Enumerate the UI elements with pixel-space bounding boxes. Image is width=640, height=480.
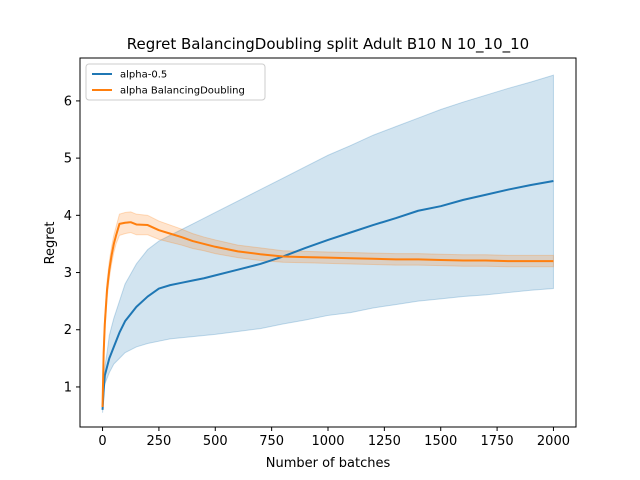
- y-tick-label: 1: [64, 380, 72, 395]
- series-line-alpha-0-5: [101, 180, 554, 410]
- y-tick-label: 2: [64, 323, 72, 338]
- confidence-band-alpha-balancingdoubling: [102, 211, 554, 410]
- legend-label-alpha-balancingdoubling: alpha BalancingDoubling: [120, 86, 245, 97]
- confidence-band-alpha-0-5: [102, 74, 554, 413]
- series-line-alpha-balancingdoubling: [101, 221, 554, 408]
- legend-label-alpha-0-5: alpha-0.5: [120, 70, 167, 81]
- x-tick-label: 2000: [537, 434, 570, 449]
- y-tick-label: 3: [64, 266, 72, 281]
- plot-area: [101, 74, 554, 413]
- x-tick-label: 750: [259, 434, 284, 449]
- x-axis-label: Number of batches: [266, 456, 391, 471]
- y-axis-label: Regret: [43, 222, 58, 265]
- x-tick-label: 500: [203, 434, 228, 449]
- axes: 0 250 500 750 1000 1250 1500 1750 2000 1 2 3 4 5 6: [64, 57, 577, 449]
- y-tick-label: 6: [64, 94, 72, 109]
- chart-title: Regret BalancingDoubling split Adult B10…: [127, 35, 529, 54]
- x-tick-label: 1500: [424, 434, 457, 449]
- x-tick-label: 1250: [368, 434, 401, 449]
- y-tick-label: 4: [64, 209, 72, 224]
- x-tick-label: 250: [146, 434, 171, 449]
- legend-box: [85, 63, 266, 101]
- x-tick-label: 1000: [311, 434, 344, 449]
- legend: alpha-0.5 alpha BalancingDoubling: [85, 63, 266, 101]
- x-tick-label: 0: [98, 434, 106, 449]
- x-tick-label: 1750: [481, 434, 514, 449]
- y-tick-label: 5: [64, 152, 72, 167]
- series-group: [101, 74, 554, 413]
